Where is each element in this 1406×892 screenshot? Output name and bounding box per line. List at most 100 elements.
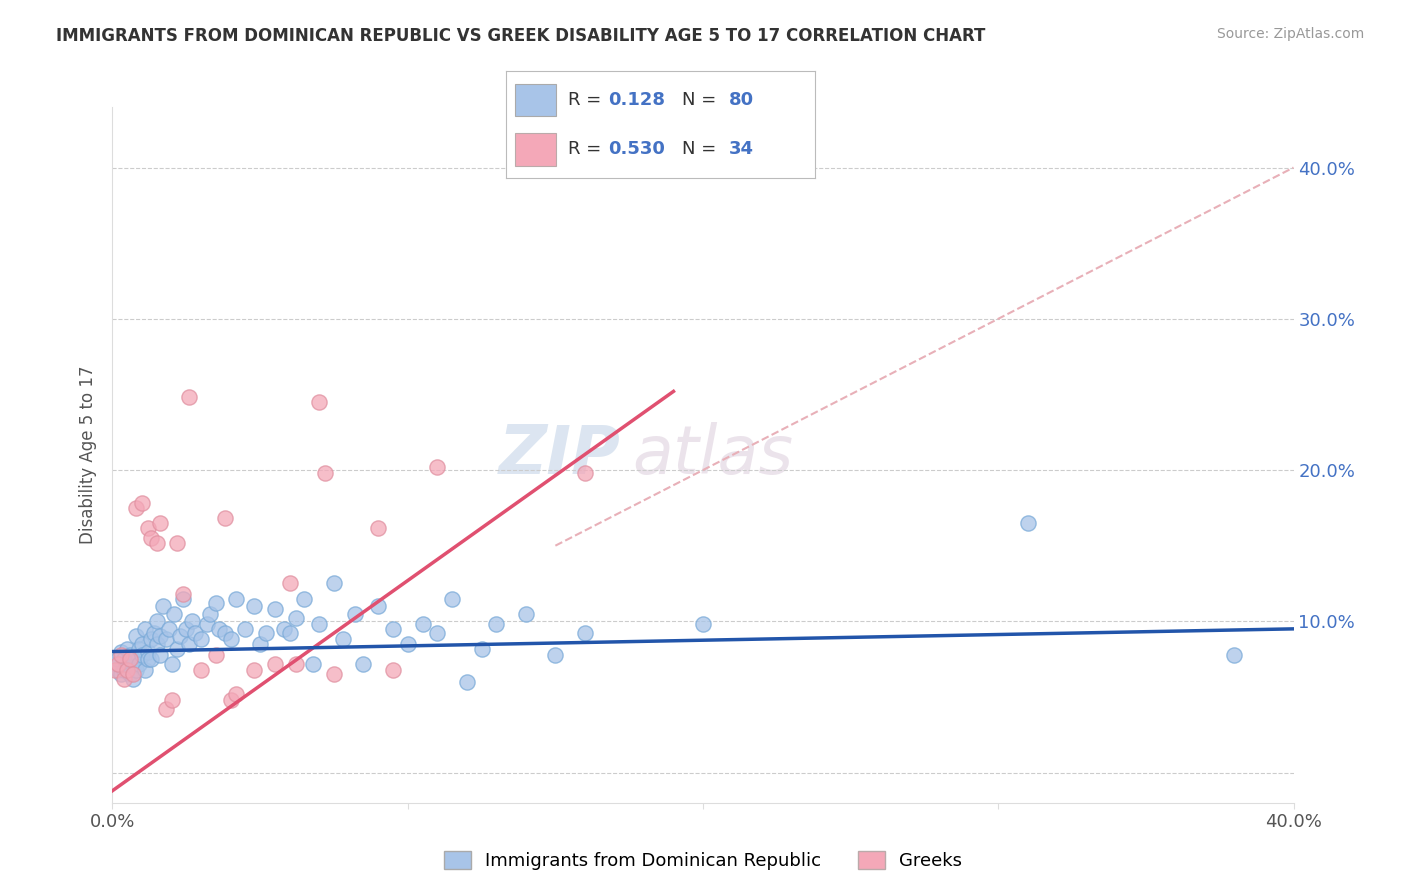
Point [208, 622, 231, 636]
Point [125, 629, 148, 643]
Point [117, 663, 138, 677]
Point [136, 644, 159, 658]
Point [574, 466, 596, 480]
Point [107, 652, 129, 666]
Point [181, 615, 204, 629]
Legend: Immigrants from Dominican Republic, Greeks: Immigrants from Dominican Republic, Gree… [437, 844, 969, 877]
Text: Source: ZipAtlas.com: Source: ZipAtlas.com [1216, 27, 1364, 41]
Point [136, 520, 159, 534]
Point [146, 637, 169, 651]
Point [104, 657, 127, 671]
Point [314, 466, 336, 480]
Point [284, 611, 307, 625]
FancyBboxPatch shape [516, 134, 555, 166]
Point [343, 607, 366, 621]
Point [157, 622, 180, 636]
Point [131, 637, 153, 651]
Point [163, 607, 186, 621]
Point [205, 596, 228, 610]
Point [136, 652, 159, 666]
Point [122, 672, 145, 686]
Point [146, 535, 169, 549]
Point [128, 657, 150, 671]
Point [155, 632, 177, 647]
Point [396, 637, 419, 651]
Point [219, 693, 242, 707]
Point [264, 657, 287, 671]
Text: R =: R = [568, 141, 607, 159]
Point [214, 626, 236, 640]
Point [233, 622, 256, 636]
Point [125, 663, 148, 677]
Point [470, 641, 494, 656]
Point [160, 693, 183, 707]
Point [139, 531, 162, 545]
Point [117, 641, 138, 656]
Point [179, 637, 201, 651]
Point [219, 632, 242, 647]
Point [574, 626, 596, 640]
Point [323, 576, 346, 591]
Point [122, 667, 145, 681]
Text: IMMIGRANTS FROM DOMINICAN REPUBLIC VS GREEK DISABILITY AGE 5 TO 17 CORRELATION C: IMMIGRANTS FROM DOMINICAN REPUBLIC VS GR… [56, 27, 986, 45]
Point [278, 626, 301, 640]
Text: 34: 34 [728, 141, 754, 159]
Point [544, 648, 567, 662]
Point [249, 637, 271, 651]
Point [190, 632, 212, 647]
Point [243, 663, 266, 677]
Point [149, 629, 172, 643]
Point [152, 599, 174, 614]
Point [264, 602, 287, 616]
Point [146, 615, 169, 629]
Point [107, 663, 129, 677]
Point [134, 663, 156, 677]
Point [367, 599, 389, 614]
Point [692, 617, 714, 632]
Point [155, 702, 177, 716]
Point [308, 395, 330, 409]
Point [332, 632, 354, 647]
Point [515, 607, 537, 621]
FancyBboxPatch shape [516, 84, 555, 116]
Point [172, 591, 194, 606]
Point [110, 644, 132, 658]
Point [292, 591, 315, 606]
Point [120, 667, 142, 681]
Point [1223, 648, 1246, 662]
Point [139, 632, 162, 647]
Point [107, 657, 129, 671]
Point [104, 663, 127, 677]
Point [205, 648, 228, 662]
Point [149, 648, 172, 662]
Point [142, 626, 165, 640]
Text: N =: N = [682, 91, 723, 109]
Point [485, 617, 508, 632]
Point [169, 629, 191, 643]
Point [308, 617, 330, 632]
Text: ZIP: ZIP [499, 422, 620, 488]
Point [110, 667, 132, 681]
Point [125, 500, 148, 515]
Point [273, 622, 295, 636]
Point [198, 607, 221, 621]
Text: N =: N = [682, 141, 723, 159]
Point [174, 622, 197, 636]
Point [225, 591, 247, 606]
Point [128, 641, 150, 656]
Text: 0.530: 0.530 [609, 141, 665, 159]
Point [179, 391, 201, 405]
Point [411, 617, 433, 632]
Point [190, 663, 212, 677]
Point [225, 687, 247, 701]
Point [131, 648, 153, 662]
Point [302, 657, 325, 671]
Text: atlas: atlas [633, 422, 793, 488]
Point [278, 576, 301, 591]
Point [352, 657, 374, 671]
Text: 80: 80 [728, 91, 754, 109]
Point [112, 663, 135, 677]
Point [139, 652, 162, 666]
Point [112, 672, 135, 686]
Point [426, 460, 449, 475]
